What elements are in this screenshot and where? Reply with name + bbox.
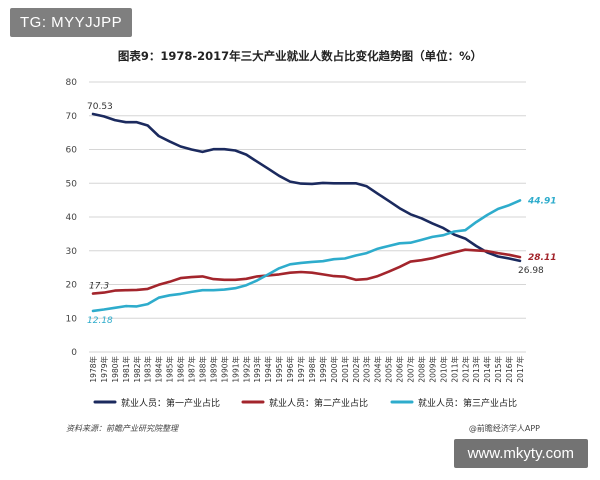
x-tick-label: 1998年	[307, 356, 317, 383]
x-tick-label: 2017年	[515, 356, 525, 383]
site-watermark: www.mkyty.com	[453, 439, 588, 468]
y-tick-label: 80	[66, 78, 78, 88]
x-tick-label: 2005年	[384, 356, 394, 383]
x-tick-label: 1991年	[230, 356, 240, 383]
legend-label: 就业人员：第一产业占比	[121, 397, 220, 409]
x-tick-label: 2009年	[427, 356, 437, 383]
x-tick-label: 1989年	[208, 356, 218, 383]
x-tick-label: 2006年	[395, 356, 405, 383]
x-tick-label: 2003年	[362, 356, 372, 383]
series-line	[91, 112, 522, 263]
y-tick-label: 60	[66, 146, 78, 156]
x-tick-label: 1992年	[241, 356, 251, 383]
data-label: 17.3	[89, 282, 109, 292]
series-line	[91, 248, 522, 295]
series-line	[91, 199, 522, 313]
y-tick-label: 30	[66, 247, 78, 257]
x-tick-label: 1994年	[263, 356, 273, 383]
x-tick-label: 1995年	[274, 356, 284, 383]
x-tick-label: 2013年	[471, 356, 481, 383]
x-tick-label: 1999年	[318, 356, 328, 383]
x-tick-label: 2010年	[438, 356, 448, 383]
x-tick-label: 1979年	[99, 356, 109, 383]
x-tick-label: 1981年	[121, 356, 131, 383]
x-tick-label: 2001年	[340, 356, 350, 383]
y-tick-label: 40	[66, 213, 78, 223]
y-tick-label: 10	[66, 314, 78, 324]
y-tick-label: 50	[66, 179, 78, 189]
data-label: 44.91	[527, 196, 556, 206]
x-tick-label: 2008年	[416, 356, 426, 383]
x-tick-label: 1986年	[176, 356, 186, 383]
x-tick-label: 2000年	[329, 356, 339, 383]
data-label: 12.18	[87, 316, 113, 326]
x-tick-label: 1987年	[187, 356, 197, 383]
x-tick-label: 2011年	[449, 356, 459, 383]
x-tick-label: 1993年	[252, 356, 262, 383]
x-tick-label: 2015年	[493, 356, 503, 383]
x-tick-label: 1982年	[132, 356, 142, 383]
data-label: 70.53	[87, 102, 113, 112]
x-tick-label: 1997年	[296, 356, 306, 383]
data-label: 28.11	[528, 253, 556, 263]
source-note: 资料来源：前瞻产业研究院整理	[66, 424, 178, 433]
x-tick-label: 2012年	[460, 356, 470, 383]
x-tick-label: 1990年	[219, 356, 229, 383]
x-tick-label: 1988年	[197, 356, 207, 383]
x-tick-label: 2004年	[373, 356, 383, 383]
x-tick-label: 1983年	[143, 356, 153, 383]
x-tick-label: 1978年	[88, 356, 98, 383]
x-tick-label: 1980年	[110, 356, 120, 383]
source-tag: TG: MYYJJPP	[10, 8, 133, 37]
x-tick-label: 1996年	[285, 356, 295, 383]
y-tick-label: 70	[66, 112, 78, 122]
chart-title: 图表9：1978-2017年三大产业就业人数占比变化趋势图（单位：%）	[117, 49, 483, 63]
legend-label: 就业人员：第三产业占比	[418, 397, 517, 409]
data-label: 26.98	[518, 266, 544, 276]
x-tick-label: 1985年	[165, 356, 175, 383]
x-tick-label: 2014年	[482, 356, 492, 383]
x-tick-label: 2002年	[351, 356, 361, 383]
y-tick-label: 20	[66, 281, 78, 291]
legend-label: 就业人员：第二产业占比	[269, 397, 368, 409]
x-tick-label: 1984年	[154, 356, 164, 383]
y-tick-label: 0	[71, 348, 77, 358]
x-tick-label: 2016年	[504, 356, 514, 383]
x-tick-label: 2007年	[406, 356, 416, 383]
publisher-credit: @前瞻经济学人APP	[468, 424, 540, 433]
